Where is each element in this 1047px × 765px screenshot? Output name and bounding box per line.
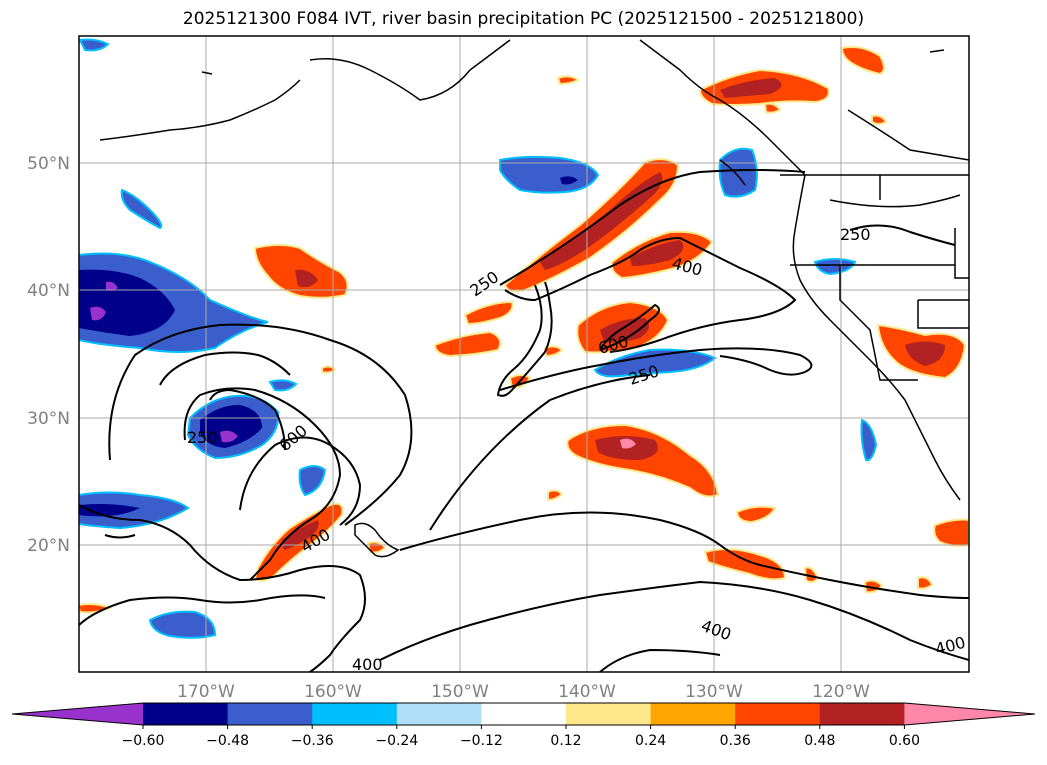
colorbar-tick-label: 0.60 xyxy=(889,733,920,749)
precip-region xyxy=(200,404,262,448)
precip-region xyxy=(813,258,857,276)
precip-region xyxy=(905,341,945,366)
precip-region xyxy=(120,188,163,230)
colorbar-tick-label: 0.36 xyxy=(720,733,751,749)
map-plot-area: 250 400 600 250 600 250 400 250 400 400 … xyxy=(79,36,969,674)
colorbar-segment xyxy=(143,703,229,725)
precip-region xyxy=(282,520,319,550)
colorbar-segment xyxy=(312,703,398,725)
precip-region xyxy=(703,548,787,581)
precip-region xyxy=(543,345,564,358)
contour-label-250-c: 250 xyxy=(187,428,218,447)
colorbar-segment xyxy=(735,703,821,725)
colorbar-segment xyxy=(481,703,567,725)
lon-label: 130°W xyxy=(685,682,743,702)
precip-region xyxy=(720,78,782,98)
precip-region xyxy=(917,576,934,590)
colorbar-tick-label: −0.24 xyxy=(375,733,418,749)
precip-region xyxy=(763,102,782,114)
lat-label: 50°N xyxy=(27,154,70,174)
contour-label-250-d: 250 xyxy=(840,225,871,244)
colorbar-extend-min xyxy=(12,703,143,725)
precip-region xyxy=(298,465,327,497)
precip-region xyxy=(268,379,298,392)
precip-negative-regions xyxy=(79,38,878,639)
colorbar-extend-max xyxy=(904,703,1035,725)
colorbar-tick-label: −0.48 xyxy=(206,733,249,749)
precip-region xyxy=(220,430,238,443)
coastlines xyxy=(99,39,969,558)
lat-label: 40°N xyxy=(27,281,70,301)
precip-region xyxy=(547,489,564,502)
colorbar-tick-label: 0.48 xyxy=(804,733,835,749)
precip-region xyxy=(593,348,717,378)
colorbar-tick-label: −0.12 xyxy=(460,733,503,749)
colorbar-segment xyxy=(227,703,313,725)
lat-label: 20°N xyxy=(27,536,70,556)
precip-region xyxy=(79,269,175,336)
colorbar-segment xyxy=(396,703,482,725)
precip-region xyxy=(295,269,318,288)
page-title: 2025121300 F084 IVT, river basin precipi… xyxy=(182,9,865,29)
colorbar: −0.60 −0.48 −0.36 −0.24 −0.12 0.12 0.24 0.36 0.4… xyxy=(11,702,1036,749)
lon-label: 150°W xyxy=(431,682,489,702)
colorbar-tick-label: −0.36 xyxy=(291,733,334,749)
precip-region xyxy=(735,505,777,524)
precip-region xyxy=(79,38,110,52)
precip-region xyxy=(840,46,885,76)
precip-region xyxy=(499,155,600,194)
precip-region xyxy=(630,240,684,266)
precip-region xyxy=(718,147,758,198)
lon-label: 120°W xyxy=(812,682,870,702)
precip-region xyxy=(106,281,118,291)
colorbar-segment xyxy=(566,703,652,725)
precip-region xyxy=(560,176,578,185)
lon-label: 160°W xyxy=(304,682,362,702)
lat-label: 30°N xyxy=(27,409,70,429)
plot-frame xyxy=(78,35,970,673)
colorbar-segment xyxy=(819,703,905,725)
precip-region xyxy=(433,330,502,358)
latitude-labels: 50°N 40°N 30°N 20°N xyxy=(27,154,70,556)
contour-label-400-d: 400 xyxy=(352,655,383,674)
precip-region xyxy=(933,518,969,547)
precip-region xyxy=(90,306,106,321)
precip-region xyxy=(321,365,337,374)
colorbar-tick-label: 0.24 xyxy=(635,733,666,749)
precip-region xyxy=(148,610,217,639)
ivt-contours xyxy=(79,169,969,672)
precip-region xyxy=(620,438,636,449)
precip-region xyxy=(860,418,878,462)
precip-region xyxy=(871,114,888,125)
precip-region xyxy=(556,75,580,86)
colorbar-tick-label: −0.60 xyxy=(122,733,165,749)
longitude-labels: 170°W 160°W 150°W 140°W 130°W 120°W xyxy=(177,682,870,702)
lon-label: 170°W xyxy=(177,682,235,702)
colorbar-segment xyxy=(650,703,736,725)
colorbar-tick-label: 0.12 xyxy=(550,733,581,749)
lon-label: 140°W xyxy=(558,682,616,702)
precip-region xyxy=(463,300,514,326)
